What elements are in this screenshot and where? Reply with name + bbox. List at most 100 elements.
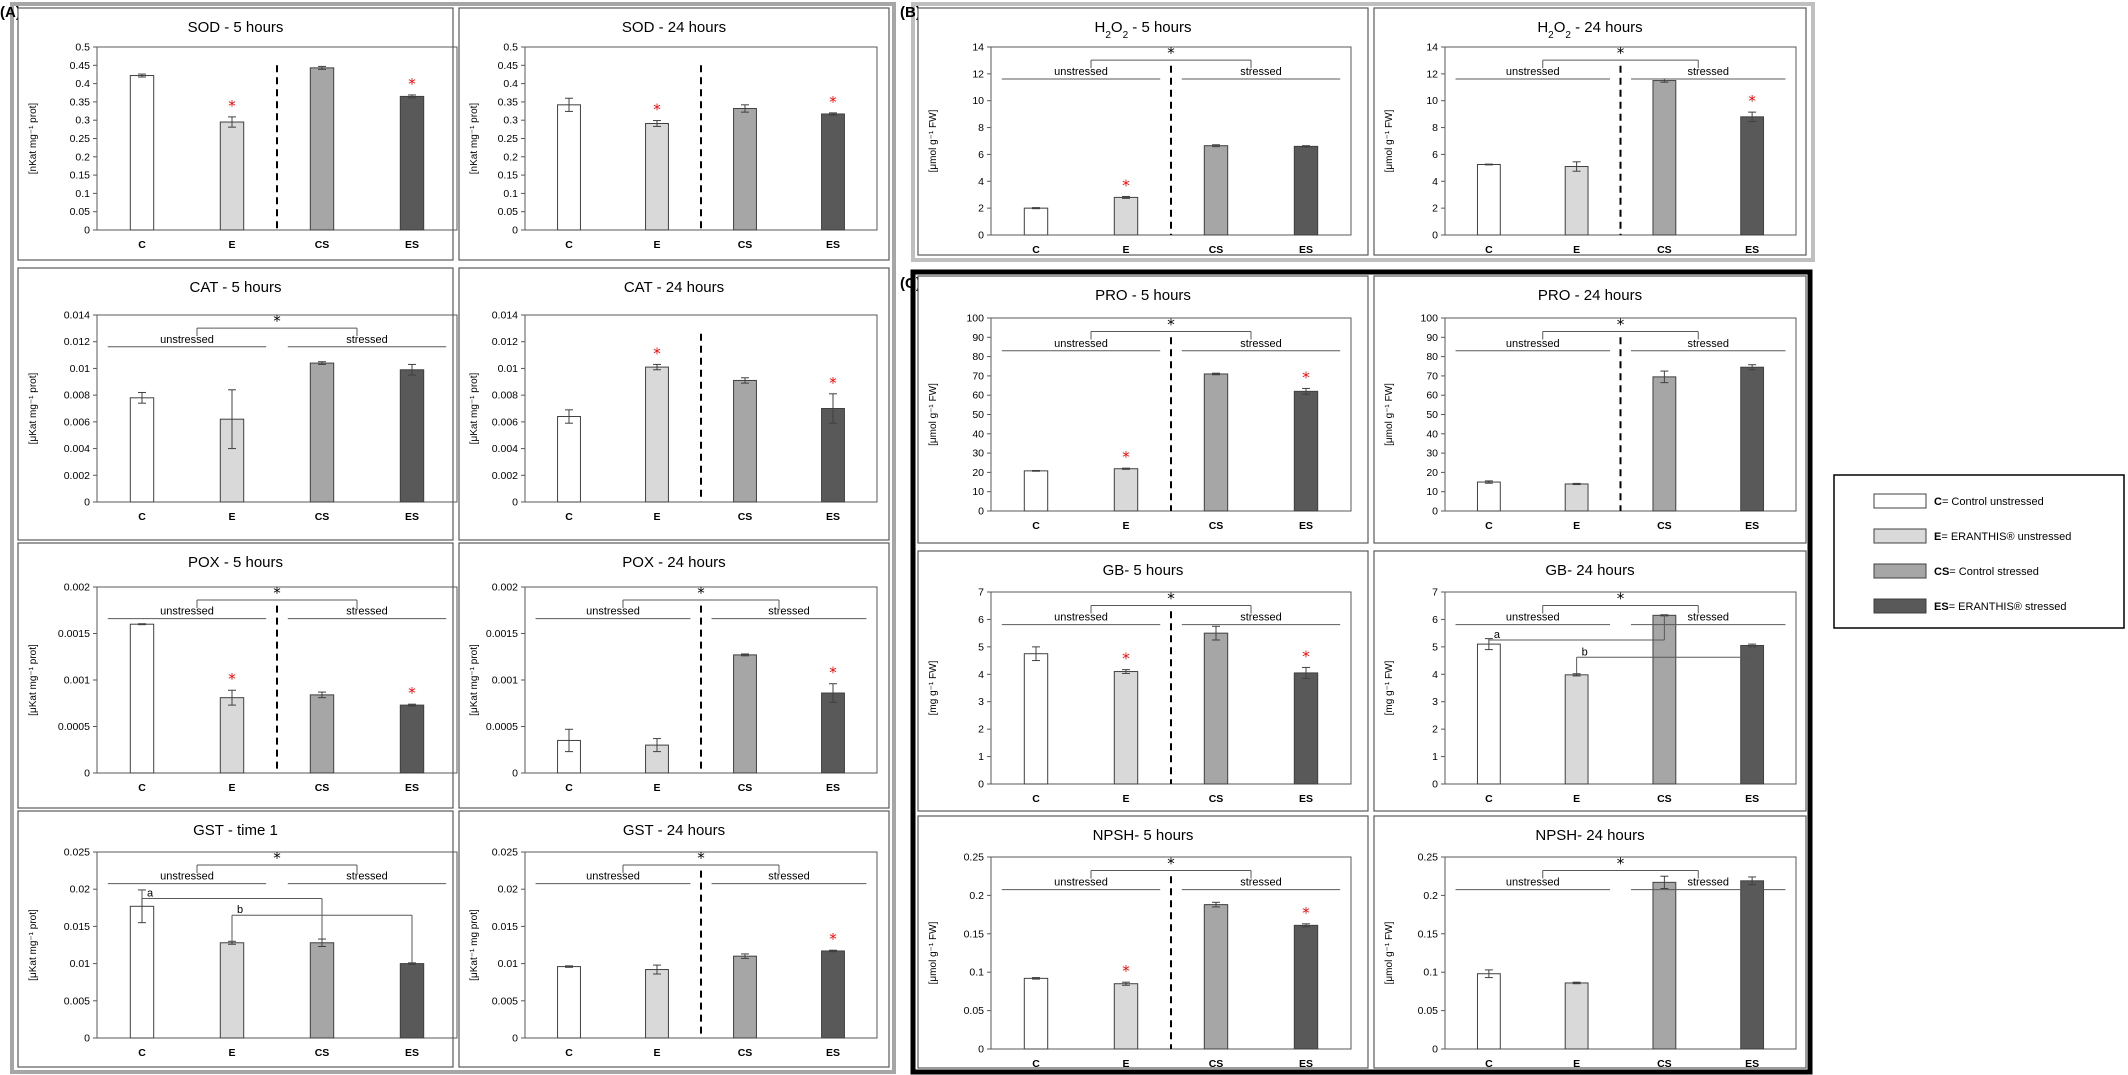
legend-swatch-es (1873, 598, 1927, 614)
x-category-label: ES (1299, 1058, 1313, 1070)
y-tick-label: 0 (512, 768, 518, 780)
y-tick-label: 0.25 (70, 133, 91, 145)
y-tick-label: 40 (1426, 428, 1438, 440)
bar-cs (1652, 881, 1677, 1050)
significance-star: * (1122, 650, 1130, 668)
y-axis-label: [μKat mg⁻¹ prot] (28, 644, 39, 716)
y-tick-label: 90 (972, 332, 984, 344)
y-tick-label: 70 (1426, 370, 1438, 382)
section-a-label: (A) (0, 4, 21, 21)
bar-c (557, 416, 581, 503)
bar-cs (1652, 614, 1677, 785)
y-tick-label: 0.1 (75, 188, 90, 200)
x-category-label: C (138, 1047, 146, 1059)
chart-panel-pox24: POX - 24 hours 0 0.0005 0.001 0.0015 0.002 [μK… (458, 542, 890, 809)
y-tick-label: 5 (978, 641, 984, 653)
group-significance-star: * (273, 312, 281, 330)
y-tick-label: 0.002 (64, 470, 90, 482)
y-tick-label: 50 (972, 409, 984, 421)
x-category-label: CS (1657, 793, 1672, 805)
y-tick-label: 0.015 (492, 921, 518, 933)
y-tick-label: 5 (1432, 641, 1438, 653)
stressed-label: stressed (1687, 612, 1729, 624)
significance-star: * (408, 75, 416, 93)
stressed-label: stressed (1240, 66, 1282, 78)
letter-b: b (1582, 646, 1588, 658)
panel-frame (458, 7, 890, 261)
x-category-label: CS (738, 239, 753, 251)
bar-e (1113, 196, 1139, 236)
panel-frame (917, 550, 1369, 812)
y-tick-label: 0.45 (498, 60, 519, 72)
chart-panel-cat5: CAT - 5 hours 0 0.002 0.004 0.006 0.008 0.01 0.… (17, 267, 458, 541)
x-category-label: CS (738, 1047, 753, 1059)
y-tick-label: 0.15 (70, 170, 91, 182)
chart-panel-pox5: POX - 5 hours 0 0.0005 0.001 0.0015 0.002 [μKa… (17, 542, 458, 809)
x-category-label: CS (1657, 244, 1672, 256)
chart-title-part: O (1111, 19, 1123, 36)
x-category-label: CS (1209, 520, 1224, 532)
bar-cs (1652, 80, 1677, 236)
chart-title: SOD - 24 hours (622, 19, 726, 36)
significance-star: * (829, 374, 837, 392)
stressed-label: stressed (346, 606, 388, 618)
x-category-label: ES (826, 782, 840, 794)
bar-e (219, 942, 245, 1039)
chart-title-part: H (1537, 19, 1548, 36)
y-tick-label: 8 (978, 122, 984, 134)
chart-title: H2O2 - 24 hours (1537, 19, 1642, 41)
bar-c (557, 104, 581, 231)
y-tick-label: 0 (978, 506, 984, 518)
y-tick-label: 0 (512, 1033, 518, 1045)
bar-cs (1652, 376, 1677, 512)
y-axis-label: [nKat mg⁻¹ prot] (469, 103, 480, 175)
significance-star: * (829, 664, 837, 682)
y-tick-label: 0.012 (492, 336, 518, 348)
y-tick-label: 0.5 (75, 42, 90, 54)
plot-area (96, 314, 458, 503)
y-tick-label: 0.35 (70, 96, 91, 108)
letter-b: b (237, 904, 243, 916)
x-category-label: E (228, 511, 235, 523)
x-category-label: E (653, 511, 660, 523)
y-tick-label: 0 (1432, 506, 1438, 518)
y-tick-label: 3 (978, 696, 984, 708)
y-axis-label: [μmol g⁻¹ FW] (1384, 383, 1395, 446)
panel-frame (458, 267, 890, 541)
y-tick-label: 10 (972, 95, 984, 107)
y-tick-label: 6 (1432, 614, 1438, 626)
y-tick-label: 1 (1432, 751, 1438, 763)
y-tick-label: 0.01 (70, 363, 91, 375)
chart-title: POX - 24 hours (622, 554, 725, 571)
y-tick-label: 0.3 (75, 115, 90, 127)
x-category-label: ES (1299, 793, 1313, 805)
chart-title-part: - 5 hours (1128, 19, 1191, 36)
y-tick-label: 80 (972, 351, 984, 363)
y-tick-label: 0.4 (503, 78, 518, 90)
y-tick-label: 14 (972, 42, 984, 54)
y-tick-label: 20 (1426, 467, 1438, 479)
bar-es (399, 95, 425, 231)
bar-e (1113, 468, 1139, 512)
bar-cs (733, 955, 757, 1039)
y-axis-label: [μKat⁻¹ mg prot] (469, 909, 480, 981)
y-tick-label: 0.02 (498, 884, 519, 896)
panel-frame (917, 275, 1369, 544)
x-category-label: CS (1657, 1058, 1672, 1070)
panel-frame (1373, 7, 1807, 256)
section-c-frame (910, 269, 1813, 1075)
y-tick-label: 80 (1426, 351, 1438, 363)
y-tick-label: 0.05 (70, 206, 91, 218)
y-axis-label: [mg g⁻¹ FW] (1384, 660, 1395, 715)
x-category-label: CS (315, 782, 330, 794)
chart-panel-gb24: GB- 24 hours 0 1 2 3 4 5 6 7 [mg g⁻¹ FW] C E CS ES uns… (1373, 550, 1807, 812)
legend-text: = Control stressed (1949, 566, 2039, 578)
y-tick-label: 0.006 (64, 416, 90, 428)
y-tick-label: 0.006 (492, 416, 518, 428)
bar-e (645, 969, 669, 1039)
group-significance-star: * (273, 849, 281, 867)
unstressed-label: unstressed (1506, 338, 1560, 350)
chart-title: NPSH- 24 hours (1535, 827, 1644, 844)
bar-c (129, 905, 155, 1039)
x-category-label: C (565, 239, 573, 251)
